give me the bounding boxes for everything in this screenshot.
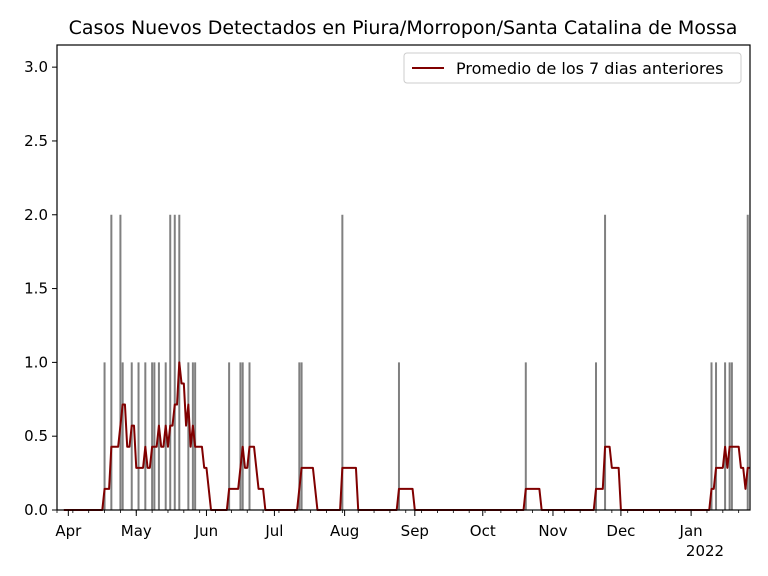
- y-tick-label: 0.5: [24, 427, 48, 445]
- bar: [164, 362, 167, 510]
- bar: [228, 362, 231, 510]
- x-tick-label: Nov: [538, 522, 567, 540]
- x-tick-label: Oct: [470, 522, 496, 540]
- bar: [144, 362, 147, 510]
- bar: [604, 214, 607, 510]
- bar: [248, 362, 251, 510]
- bar: [728, 362, 731, 510]
- bar: [121, 362, 124, 510]
- bar: [103, 362, 106, 510]
- bar: [300, 362, 303, 510]
- bar: [730, 362, 733, 510]
- x-tick-label: Jul: [264, 522, 283, 540]
- bar: [137, 362, 140, 510]
- bar: [397, 362, 400, 510]
- legend-label: Promedio de los 7 dias anteriores: [456, 59, 723, 78]
- bar: [169, 214, 172, 510]
- legend-box: [403, 52, 742, 84]
- bar: [715, 362, 718, 510]
- x-axis: Apr May Jun Jul Aug Sep Oct Nov Dec Jan: [55, 510, 740, 540]
- bar: [173, 214, 176, 510]
- x-tick-label: Dec: [606, 522, 635, 540]
- bar: [187, 362, 190, 510]
- bar: [239, 362, 242, 510]
- x-tick-label: Jun: [194, 522, 218, 540]
- x-tick-label: May: [121, 522, 152, 540]
- bar: [241, 362, 244, 510]
- plot-frame: [56, 44, 751, 511]
- bar: [341, 214, 344, 510]
- bar: [746, 214, 749, 510]
- x-tick-label: Jan: [679, 522, 703, 540]
- bar: [153, 362, 156, 510]
- bar: [524, 362, 527, 510]
- y-axis: 0.0 0.5 1.0 1.5 2.0 2.5 3.0: [24, 58, 57, 519]
- x-tick-label: Aug: [330, 522, 359, 540]
- y-tick-label: 3.0: [24, 58, 48, 76]
- chart-title: Casos Nuevos Detectados en Piura/Morropo…: [69, 17, 738, 39]
- y-tick-label: 0.0: [24, 501, 48, 519]
- bar: [157, 362, 160, 510]
- bar: [724, 362, 727, 510]
- bar: [710, 362, 713, 510]
- x-tick-label: Apr: [55, 522, 82, 540]
- y-tick-label: 2.5: [24, 132, 48, 150]
- bar: [110, 214, 113, 510]
- x-tick-label: Sep: [401, 522, 429, 540]
- bar: [119, 214, 122, 510]
- bar: [191, 362, 194, 510]
- bar: [130, 362, 133, 510]
- y-tick-label: 1.0: [24, 353, 48, 371]
- legend: Promedio de los 7 dias anteriores: [403, 52, 742, 84]
- bar: [151, 362, 154, 510]
- x-year-label: 2022: [686, 542, 724, 560]
- y-tick-label: 1.5: [24, 280, 48, 298]
- bar: [194, 362, 197, 510]
- bar: [298, 362, 301, 510]
- bar: [595, 362, 597, 510]
- y-tick-label: 2.0: [24, 206, 48, 224]
